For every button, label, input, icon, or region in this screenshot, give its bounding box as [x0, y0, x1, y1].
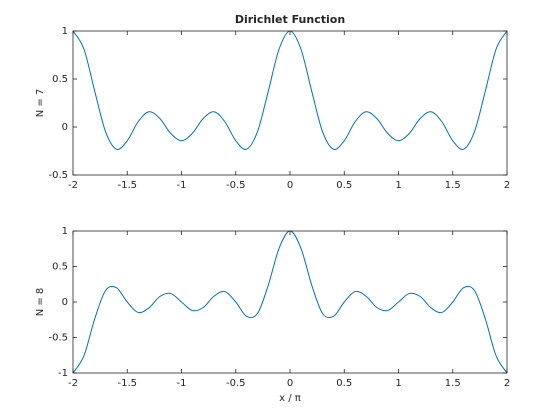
x-tick-label: 1	[395, 378, 401, 389]
x-tick-label: -0.5	[226, 378, 246, 389]
axes-background	[73, 31, 507, 175]
y-tick-label: 0	[62, 122, 68, 133]
y-tick-label: -0.5	[48, 333, 68, 344]
axes-background	[73, 231, 507, 373]
x-tick-label: 2	[504, 378, 510, 389]
x-tick-label: -2	[68, 378, 78, 389]
x-tick-label: -1	[177, 180, 187, 191]
y-tick-label: 0.5	[52, 262, 68, 273]
y-tick-label: 1	[62, 226, 68, 237]
y-tick-label: 1	[62, 26, 68, 37]
y-tick-label: 0.5	[52, 74, 68, 85]
x-tick-label: -1.5	[117, 378, 137, 389]
x-tick-label: -2	[68, 180, 78, 191]
x-tick-label: 1.5	[445, 180, 461, 191]
y-axis-label: N = 7	[35, 89, 46, 118]
x-tick-label: 1.5	[445, 378, 461, 389]
y-axis-label: N = 8	[35, 288, 46, 317]
x-tick-label: -0.5	[226, 180, 246, 191]
y-tick-label: 0	[62, 297, 68, 308]
x-tick-label: 0	[287, 378, 293, 389]
x-tick-label: 1	[395, 180, 401, 191]
x-tick-label: 0	[287, 180, 293, 191]
x-tick-label: 2	[504, 180, 510, 191]
x-tick-label: 0.5	[336, 378, 352, 389]
chart-title: Dirichlet Function	[235, 13, 345, 26]
y-tick-label: -1	[58, 368, 68, 379]
x-axis-label: x / π	[279, 393, 301, 404]
x-tick-label: -1.5	[117, 180, 137, 191]
x-tick-label: 0.5	[336, 180, 352, 191]
x-tick-label: -1	[177, 378, 187, 389]
y-tick-label: -0.5	[48, 170, 68, 181]
